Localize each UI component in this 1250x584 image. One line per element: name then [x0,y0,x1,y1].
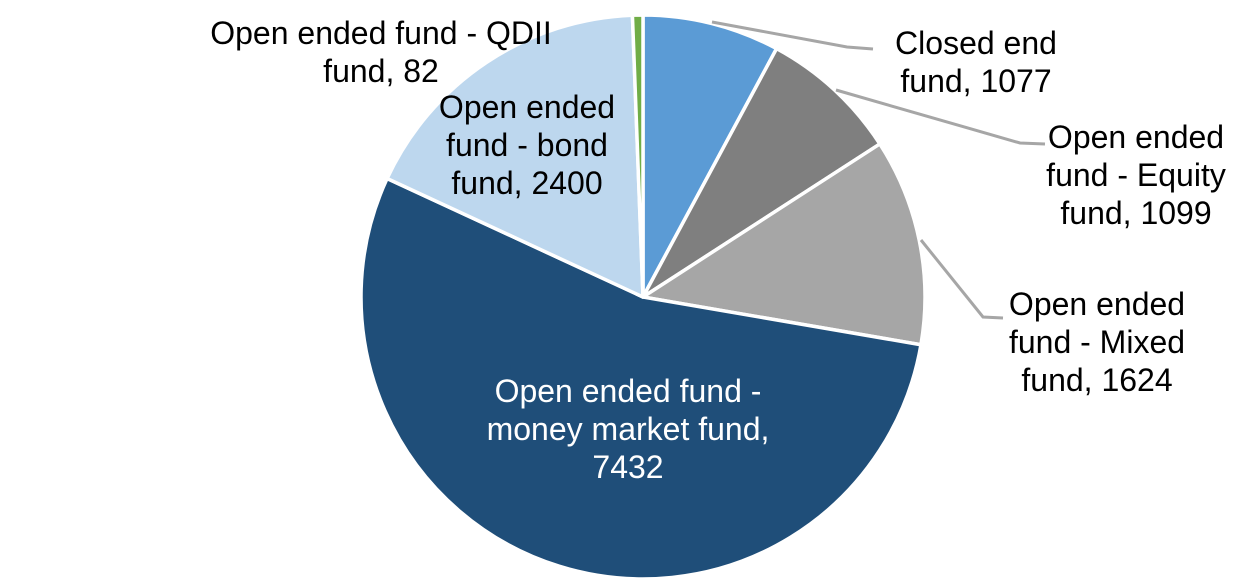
slice-label-open-ended-fund-bond-fund: Open ended fund - bond fund, 2400 [439,89,615,201]
slice-labels-group: Closed end fund, 1077 Open ended fund - Equ… [210,15,1226,485]
pie-slice-open-ended-fund-money-market-fund [359,176,923,581]
leader-lines-group [711,20,1046,320]
pie-slice-closed-end-fund [641,13,779,299]
slice-label-open-ended-fund-equity-fund: Open ended fund - Equity fund, 1099 [1046,119,1226,231]
pie-slice-open-ended-fund-bond-fund [385,13,645,299]
leader-line-open-ended-fund-mixed-fund [919,239,1004,320]
leader-line-open-ended-fund-equity-fund [835,88,1046,146]
slice-label-closed-end-fund: Closed end fund, 1077 [895,25,1057,99]
leader-line-closed-end-fund [711,20,874,51]
slice-label-open-ended-fund-mixed-fund: Open ended fund - Mixed fund, 1624 [1009,286,1185,398]
pie-slice-open-ended-fund-qdii-fund [630,13,645,299]
pie-slice-open-ended-fund-equity-fund [641,46,882,299]
pie-slices-group [359,13,927,581]
slice-label-open-ended-fund-qdii-fund: Open ended fund - QDII fund, 82 [210,15,552,89]
slice-label-open-ended-fund-money-market-fund: Open ended fund -money market fund, 7432 [487,373,770,485]
pie-slice-open-ended-fund-mixed-fund [641,142,927,347]
